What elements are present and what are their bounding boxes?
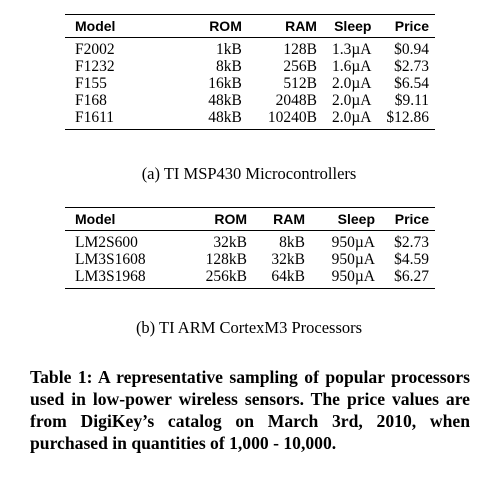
table-row: LM3S1608 128kB 32kB 950µA $4.59 [65,251,435,268]
column-header-ram: RAM [241,14,317,38]
rom-cell: 128kB [205,251,247,268]
sleep-cell: 2.0µA [331,92,372,109]
rom-cell: 32kB [213,234,247,251]
ram-cell: 32kB [271,251,305,268]
column-header-sleep: Sleep [316,14,372,38]
price-cell: $9.11 [394,92,429,109]
sleep-cell: 2.0µA [331,75,372,92]
ram-cell: 64kB [247,268,305,289]
sleep-cell: 1.6µA [331,58,372,75]
sleep-cell: 950µA [331,251,375,268]
model-cell: F1232 [75,58,115,75]
model-cell: LM2S600 [75,234,138,251]
price-cell: $2.73 [394,234,429,251]
rom-cell: 48kB [208,92,242,109]
sleep-cell: 950µA [305,268,375,289]
ram-cell: 2048B [275,92,317,109]
table-b-caption: (b) TI ARM CortexM3 Processors [135,318,363,337]
table-header-row: Model ROM RAM Sleep Price [65,14,435,38]
rom-cell: 256kB [183,268,247,289]
table-row: F168 48kB 2048B 2.0µA $9.11 [65,92,435,109]
table-row: LM3S1968 256kB 64kB 950µA $6.27 [65,268,435,289]
model-cell: LM3S1968 [65,268,183,289]
model-cell: F1611 [65,109,164,130]
column-header-model: Model [65,207,183,231]
table-row: F1232 8kB 256B 1.6µA $2.73 [65,58,435,75]
price-cell: $4.59 [394,251,429,268]
rom-cell: 8kB [216,58,242,75]
column-header-price: Price [371,14,435,38]
cortexm3-table: Model ROM RAM Sleep Price LM2S600 32kB 8… [65,207,435,289]
table-row: F1611 48kB 10240B 2.0µA $12.86 [65,109,435,130]
rom-cell: 48kB [163,109,242,130]
price-cell: $2.73 [394,58,429,75]
ram-cell: 128B [283,41,317,58]
msp430-table: Model ROM RAM Sleep Price F2002 1kB 128B… [65,14,435,130]
column-header-rom: ROM [163,14,242,38]
table-row: F155 16kB 512B 2.0µA $6.54 [65,75,435,92]
price-cell: $6.27 [375,268,435,289]
rom-cell: 1kB [216,41,242,58]
model-cell: F155 [75,75,107,92]
ram-cell: 512B [283,75,317,92]
column-header-sleep: Sleep [305,207,375,231]
sleep-cell: 2.0µA [316,109,372,130]
table-main-caption: Table 1: A representative sampling of po… [30,367,470,453]
model-cell: F168 [75,92,107,109]
price-cell: $6.54 [394,75,429,92]
column-header-model: Model [65,14,164,38]
table-row: LM2S600 32kB 8kB 950µA $2.73 [65,231,435,252]
table-header-row: Model ROM RAM Sleep Price [65,207,435,231]
price-cell: $0.94 [394,41,429,58]
rom-cell: 16kB [208,75,242,92]
column-header-rom: ROM [183,207,247,231]
model-cell: F2002 [75,41,115,58]
ram-cell: 8kB [279,234,305,251]
sleep-cell: 950µA [331,234,375,251]
table-row: F2002 1kB 128B 1.3µA $0.94 [65,38,435,59]
sleep-cell: 1.3µA [331,41,372,58]
ram-cell: 10240B [241,109,317,130]
table-a-caption: (a) TI MSP430 Microcontrollers [141,164,357,183]
column-header-price: Price [375,207,435,231]
model-cell: LM3S1608 [75,251,146,268]
column-header-ram: RAM [247,207,305,231]
ram-cell: 256B [283,58,317,75]
price-cell: $12.86 [371,109,435,130]
